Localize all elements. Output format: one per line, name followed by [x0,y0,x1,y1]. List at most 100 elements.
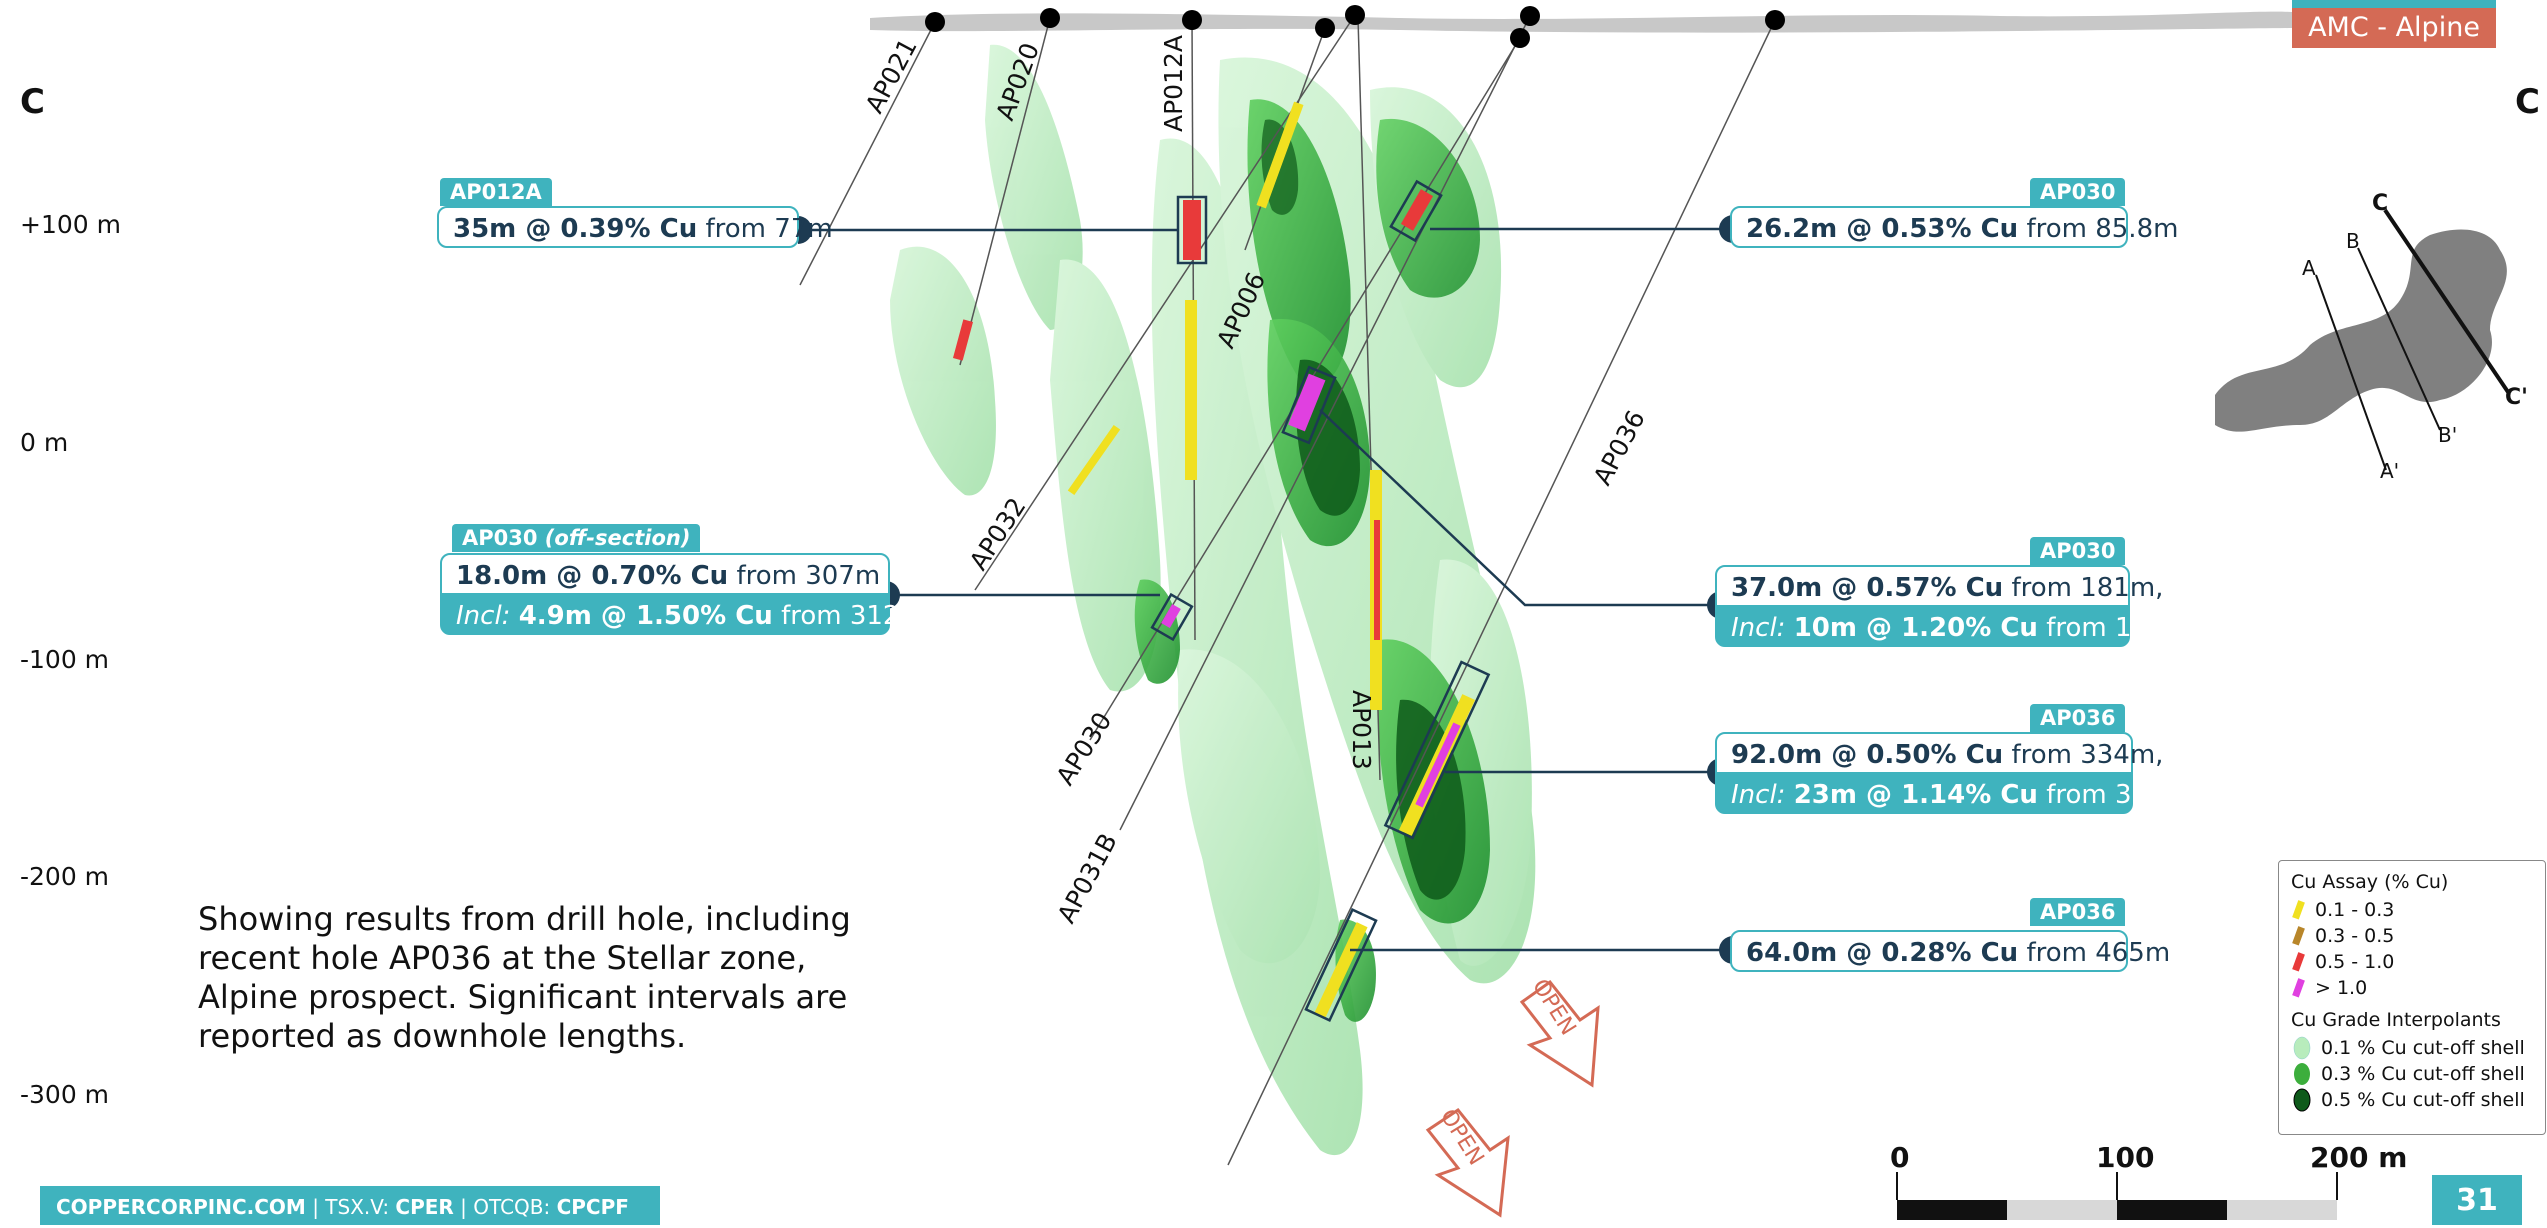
callout-incl: Incl: [456,601,511,631]
collar [1345,5,1365,25]
assay-markers [952,101,1476,1018]
shell-swatch-icon [2294,1063,2310,1085]
legend-item-label: 0.1 - 0.3 [2315,899,2395,921]
inset-label-b: B [2346,229,2360,253]
header-accent-strip [2292,0,2496,8]
callout-box: 92.0m @ 0.50% Cu from 334m, [1715,732,2163,774]
callout-interval: 92.0m @ 0.50% Cu [1731,740,2004,770]
highlight-box [1150,592,1194,642]
hole-label-ap030: AP030 [1050,707,1117,790]
assay-interval [1185,300,1197,480]
trace-ap021 [799,21,936,286]
callout-box-incl: Incl: 4.9m @ 1.50% Cu from 312.1m [440,593,950,635]
assay-interval [1288,373,1326,432]
shell-0.3 [1376,118,1480,298]
callout-tag: AP030 (off-section) [452,524,701,552]
inset-line-a [2315,274,2387,471]
callout-tag: AP030 [2030,178,2126,206]
legend-item: 0.3 - 0.5 [2291,923,2533,949]
leader-end [798,216,812,244]
callout-tag-text: AP012A [450,180,542,204]
scale-segment [1897,1200,2007,1220]
highlight-box [1383,660,1491,840]
inset-label-a: A [2302,256,2316,280]
callout-tag: AP036 [2030,704,2126,732]
callout-box-incl: Incl: 10m @ 1.20% Cu from 185m [1715,605,2190,647]
callout-interval: 4.9m @ 1.50% Cu [518,601,773,631]
callout-incl: Incl: [1731,780,1786,810]
scale-segment [2007,1200,2117,1220]
legend-item-label: 0.3 - 0.5 [2315,925,2395,947]
shell-swatch-icon [2293,1036,2311,1060]
footer-bar: COPPERCORPINC.COM | TSX.V: CPER | OTCQB:… [40,1186,660,1225]
hole-label-ap032: AP032 [964,492,1032,575]
legend-item-label: 0.1 % Cu cut-off shell [2321,1037,2525,1059]
assay-swatch-icon [2292,952,2305,972]
callout-leaders [804,227,1725,952]
shell-0.1 [1178,649,1320,964]
callout-interval: 10m @ 1.20% Cu [1793,613,2038,643]
inset-line-c [2383,208,2510,394]
footer-otc: CPCPF [556,1195,629,1219]
elevation-label: -100 m [20,645,110,674]
collar [925,12,945,32]
callout-box: 64.0m @ 0.28% Cu from 465m [1730,930,2170,972]
hole-label-ap031b: AP031B [1052,829,1123,928]
footer-sep: | OTCQB: [453,1195,557,1219]
callout-tag-text: AP036 [2040,900,2116,924]
shell-swatch-icon [2293,1088,2311,1112]
callout-from: from 334m, [2011,740,2164,770]
legend-shell-title: Cu Grade Interpolants [2291,1009,2501,1031]
callout-from: from 77m [705,214,833,244]
assay-interval [1256,101,1304,209]
callout-tag-text: AP030 [2040,180,2116,204]
scale-label: 0 [1890,1141,1910,1174]
callout-interval: 35m @ 0.39% Cu [453,214,698,244]
legend-item-label: > 1.0 [2315,977,2368,999]
assay-interval [1183,200,1201,260]
assay-interval [1067,424,1121,496]
scale-segment [2117,1200,2227,1220]
callout-box-incl: Incl: 23m @ 1.14% Cu from 393m [1715,772,2190,814]
legend-item: 0.5 - 1.0 [2291,949,2533,975]
callout-from: from 312.1m [781,601,950,631]
elevation-label: +100 m [20,210,121,239]
callout-interval: 26.2m @ 0.53% Cu [1746,214,2019,244]
elevation-label: -200 m [20,862,110,891]
collar [1182,10,1202,30]
assay-interval [1374,520,1380,640]
callout-interval: 64.0m @ 0.28% Cu [1746,938,2019,968]
callout-from: from 393m [2046,780,2190,810]
inset-label-c: C [2372,191,2388,216]
elevation-label: -300 m [20,1080,110,1109]
topography-surface [870,11,2292,33]
callout-box: 37.0m @ 0.57% Cu from 181m, [1715,565,2163,607]
callout-tag-text: AP030 [462,526,538,550]
open-arrow-1 [1519,979,1600,1088]
callout-from: from 307m [736,561,881,591]
inset-line-b [2357,247,2441,431]
footer-site[interactable]: COPPERCORPINC.COM [56,1195,306,1219]
shell-0.1 [985,44,1083,330]
inset-map: A B C A' B' C' [2215,191,2528,483]
scale-bar [1896,1172,2338,1220]
collar [1765,10,1785,30]
leader [1319,409,1713,607]
header-badge: AMC - Alpine [2292,8,2496,48]
section-label-left: C [20,82,45,122]
hole-label-ap013: AP013 [1347,690,1376,770]
assay-swatch-icon [2292,900,2305,920]
callout-from: from 85.8m [2026,214,2179,244]
callout-tag-text: AP036 [2040,706,2116,730]
leader-end [1719,936,1733,964]
highlight-box [1389,179,1443,243]
legend-assay-title: Cu Assay [2291,871,2379,893]
collar [1520,6,1540,26]
scale-label: 100 [2096,1141,2155,1174]
inset-label-b-prime: B' [2438,423,2457,447]
footer-tsx: CPER [395,1195,454,1219]
section-label-right: C [2515,82,2540,122]
callout-from: from 465m [2026,938,2171,968]
